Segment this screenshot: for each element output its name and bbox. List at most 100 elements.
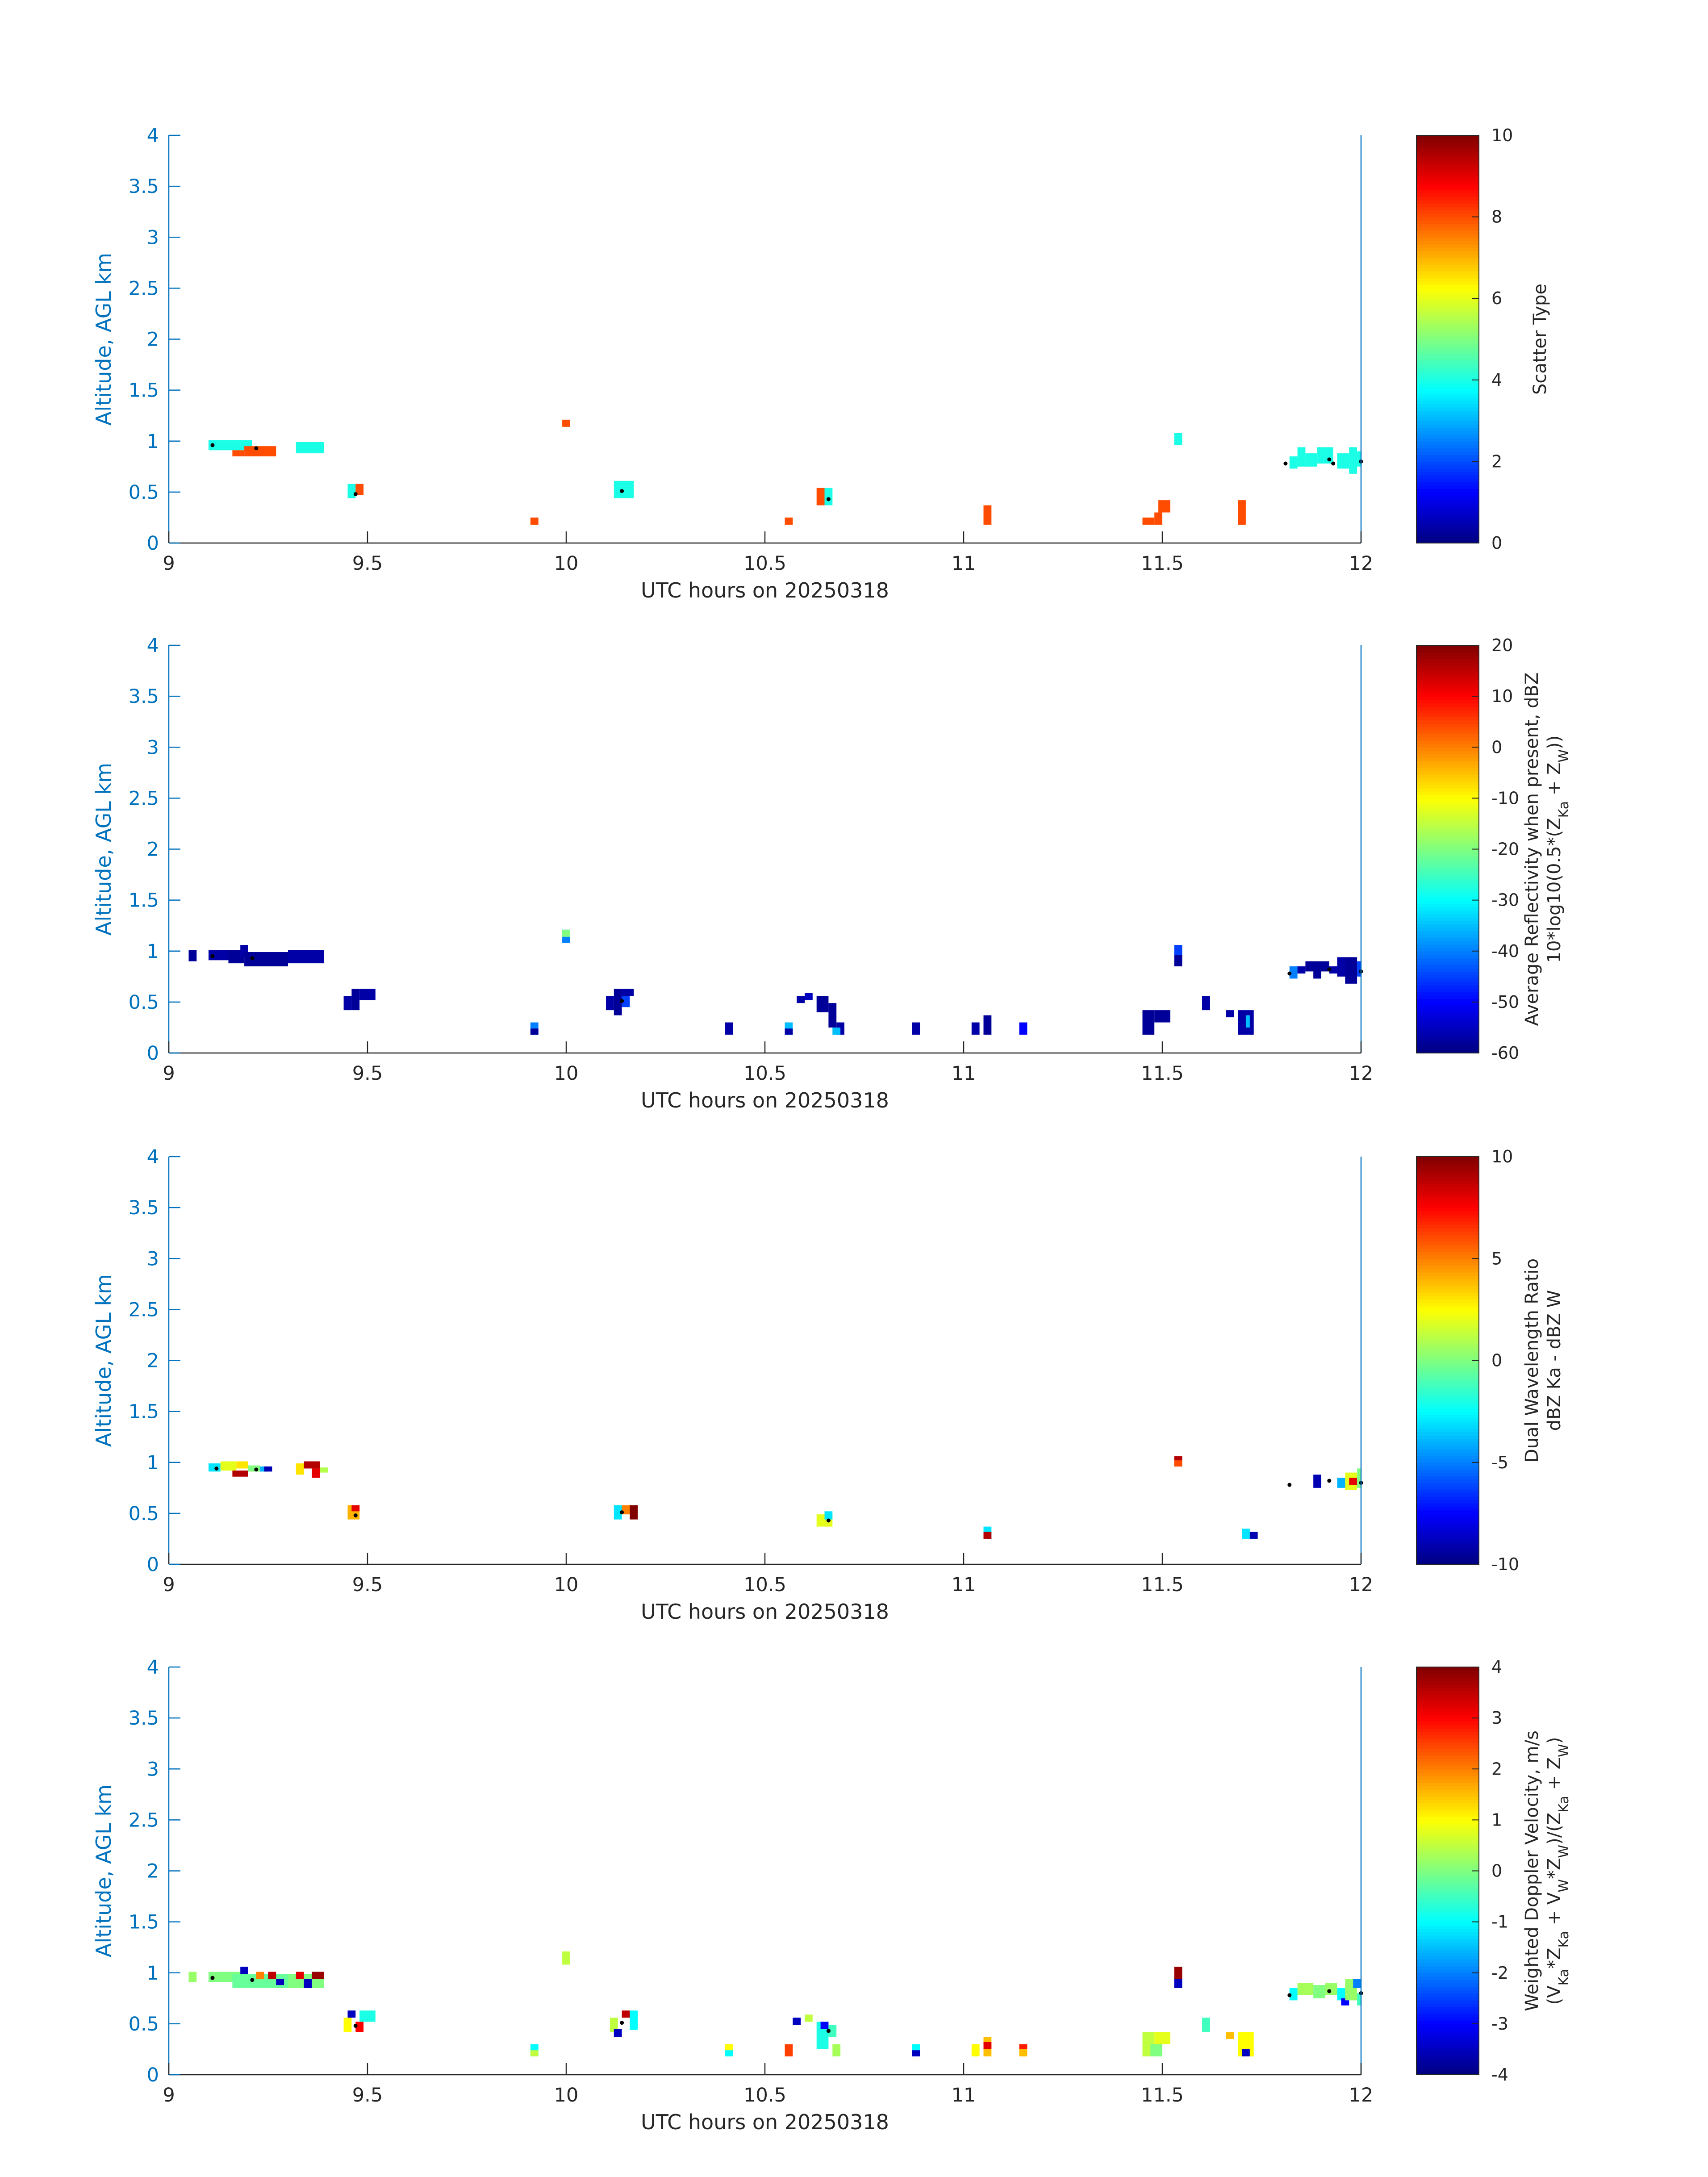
colorbar-swatch: [1416, 247, 1479, 251]
heatmap-cell: [828, 2025, 837, 2037]
heatmap-cell: [1202, 2018, 1210, 2032]
colorbar: -60 -50 -40 -30 -20 -10 0 10 20 Average Reflectiv…: [1416, 635, 1572, 1063]
colorbar-swatch: [1416, 359, 1479, 364]
colorbar-swatch: [1416, 1425, 1479, 1429]
colorbar-swatch: [1416, 648, 1479, 653]
colorbar-label: Average Reflectivity when present, dBZ: [1522, 673, 1542, 1026]
colorbar-swatch: [1416, 393, 1479, 397]
x-tick-label: 9.5: [352, 1062, 383, 1085]
heatmap-cell: [1357, 1993, 1361, 2006]
colorbar-swatch: [1416, 1786, 1479, 1790]
colorbar-swatch: [1416, 1174, 1479, 1178]
colorbar-swatch: [1416, 1374, 1479, 1378]
colorbar-swatch: [1416, 1939, 1479, 1943]
colorbar-swatch: [1416, 267, 1479, 272]
colorbar-swatch: [1416, 424, 1479, 428]
colorbar-swatch: [1416, 506, 1479, 510]
colorbar-swatch: [1416, 397, 1479, 401]
colorbar-swatch: [1416, 784, 1479, 789]
colorbar-swatch: [1416, 1326, 1479, 1330]
colorbar-swatch: [1416, 767, 1479, 772]
heatmap-cell: [797, 996, 805, 1003]
heatmap-cell: [983, 1531, 992, 1539]
colorbar-swatch: [1416, 1959, 1479, 1963]
colorbar-swatch: [1416, 1520, 1479, 1524]
colorbar-swatch: [1416, 1704, 1479, 1709]
heatmap-cell: [1289, 1988, 1298, 2001]
colorbar-swatch: [1416, 1830, 1479, 1834]
colorbar-swatch: [1416, 2014, 1479, 2018]
colorbar-swatch: [1416, 1701, 1479, 1705]
colorbar-swatch: [1416, 822, 1479, 826]
data-point: [353, 492, 358, 496]
colorbar-swatch: [1416, 893, 1479, 897]
colorbar-swatch: [1416, 948, 1479, 952]
colorbar-swatch: [1416, 339, 1479, 343]
colorbar-swatch: [1416, 2034, 1479, 2038]
colorbar-swatch: [1416, 1449, 1479, 1453]
colorbar-swatch: [1416, 1312, 1479, 1317]
heatmap-cell: [530, 2050, 539, 2056]
y-tick-label: 1.5: [129, 1911, 159, 1934]
colorbar-swatch: [1416, 1847, 1479, 1851]
heatmap-cell: [320, 1467, 328, 1473]
colorbar-swatch: [1416, 1036, 1479, 1040]
colorbar-swatch: [1416, 1527, 1479, 1531]
heatmap-cell: [530, 1028, 539, 1035]
colorbar-swatch: [1416, 1918, 1479, 1922]
colorbar-swatch: [1416, 849, 1479, 853]
x-tick-label: 9.5: [352, 552, 383, 575]
colorbar-swatch: [1416, 1255, 1479, 1259]
colorbar-swatch: [1416, 1506, 1479, 1511]
colorbar-swatch: [1416, 832, 1479, 836]
colorbar-swatch: [1416, 356, 1479, 360]
colorbar-swatch: [1416, 1711, 1479, 1715]
colorbar-tick-label: 6: [1491, 288, 1502, 308]
heatmap-cell: [1297, 966, 1306, 974]
y-tick-label: 3: [147, 1758, 159, 1780]
colorbar-swatch: [1416, 1183, 1479, 1188]
heatmap-cell: [347, 2010, 356, 2018]
colorbar-swatch: [1416, 659, 1479, 663]
y-tick-label: 2.5: [129, 1809, 159, 1831]
colorbar-tick-label: -30: [1491, 890, 1519, 910]
colorbar-swatch: [1416, 1983, 1479, 1987]
colorbar-label: Scatter Type: [1530, 284, 1550, 395]
colorbar-swatch: [1416, 944, 1479, 948]
colorbar-swatch: [1416, 373, 1479, 377]
colorbar-swatch: [1416, 1214, 1479, 1218]
colorbar-swatch: [1416, 716, 1479, 721]
colorbar-swatch: [1416, 828, 1479, 833]
colorbar-swatch: [1416, 444, 1479, 448]
colorbar-swatch: [1416, 747, 1479, 751]
colorbar-swatch: [1416, 1680, 1479, 1684]
colorbar-swatch: [1416, 1762, 1479, 1766]
colorbar-swatch: [1416, 1187, 1479, 1191]
colorbar-swatch: [1416, 298, 1479, 302]
colorbar-swatch: [1416, 1833, 1479, 1838]
heatmap-cell: [359, 989, 376, 1000]
colorbar-swatch: [1416, 825, 1479, 829]
colorbar-swatch: [1416, 441, 1479, 445]
colorbar-swatch: [1416, 244, 1479, 248]
heatmap-cell: [983, 2042, 992, 2049]
colorbar-swatch: [1416, 1364, 1479, 1368]
colorbar-swatch: [1416, 1418, 1479, 1422]
heatmap-cell: [785, 2044, 793, 2056]
colorbar-swatch: [1416, 873, 1479, 877]
data-point: [254, 446, 259, 451]
heatmap-cell: [1154, 2032, 1170, 2044]
data-point: [250, 1978, 255, 1982]
heatmap-cell: [606, 996, 614, 1011]
colorbar-swatch: [1416, 672, 1479, 677]
data-point: [620, 999, 624, 1003]
colorbar-swatch: [1416, 2020, 1479, 2024]
colorbar-swatch: [1416, 1752, 1479, 1756]
colorbar-swatch: [1416, 417, 1479, 421]
colorbar-swatch: [1416, 1476, 1479, 1480]
heatmap-cell: [971, 2044, 980, 2056]
colorbar-swatch: [1416, 404, 1479, 408]
colorbar-swatch: [1416, 859, 1479, 863]
colorbar-swatch: [1416, 910, 1479, 914]
colorbar-swatch: [1416, 1241, 1479, 1245]
